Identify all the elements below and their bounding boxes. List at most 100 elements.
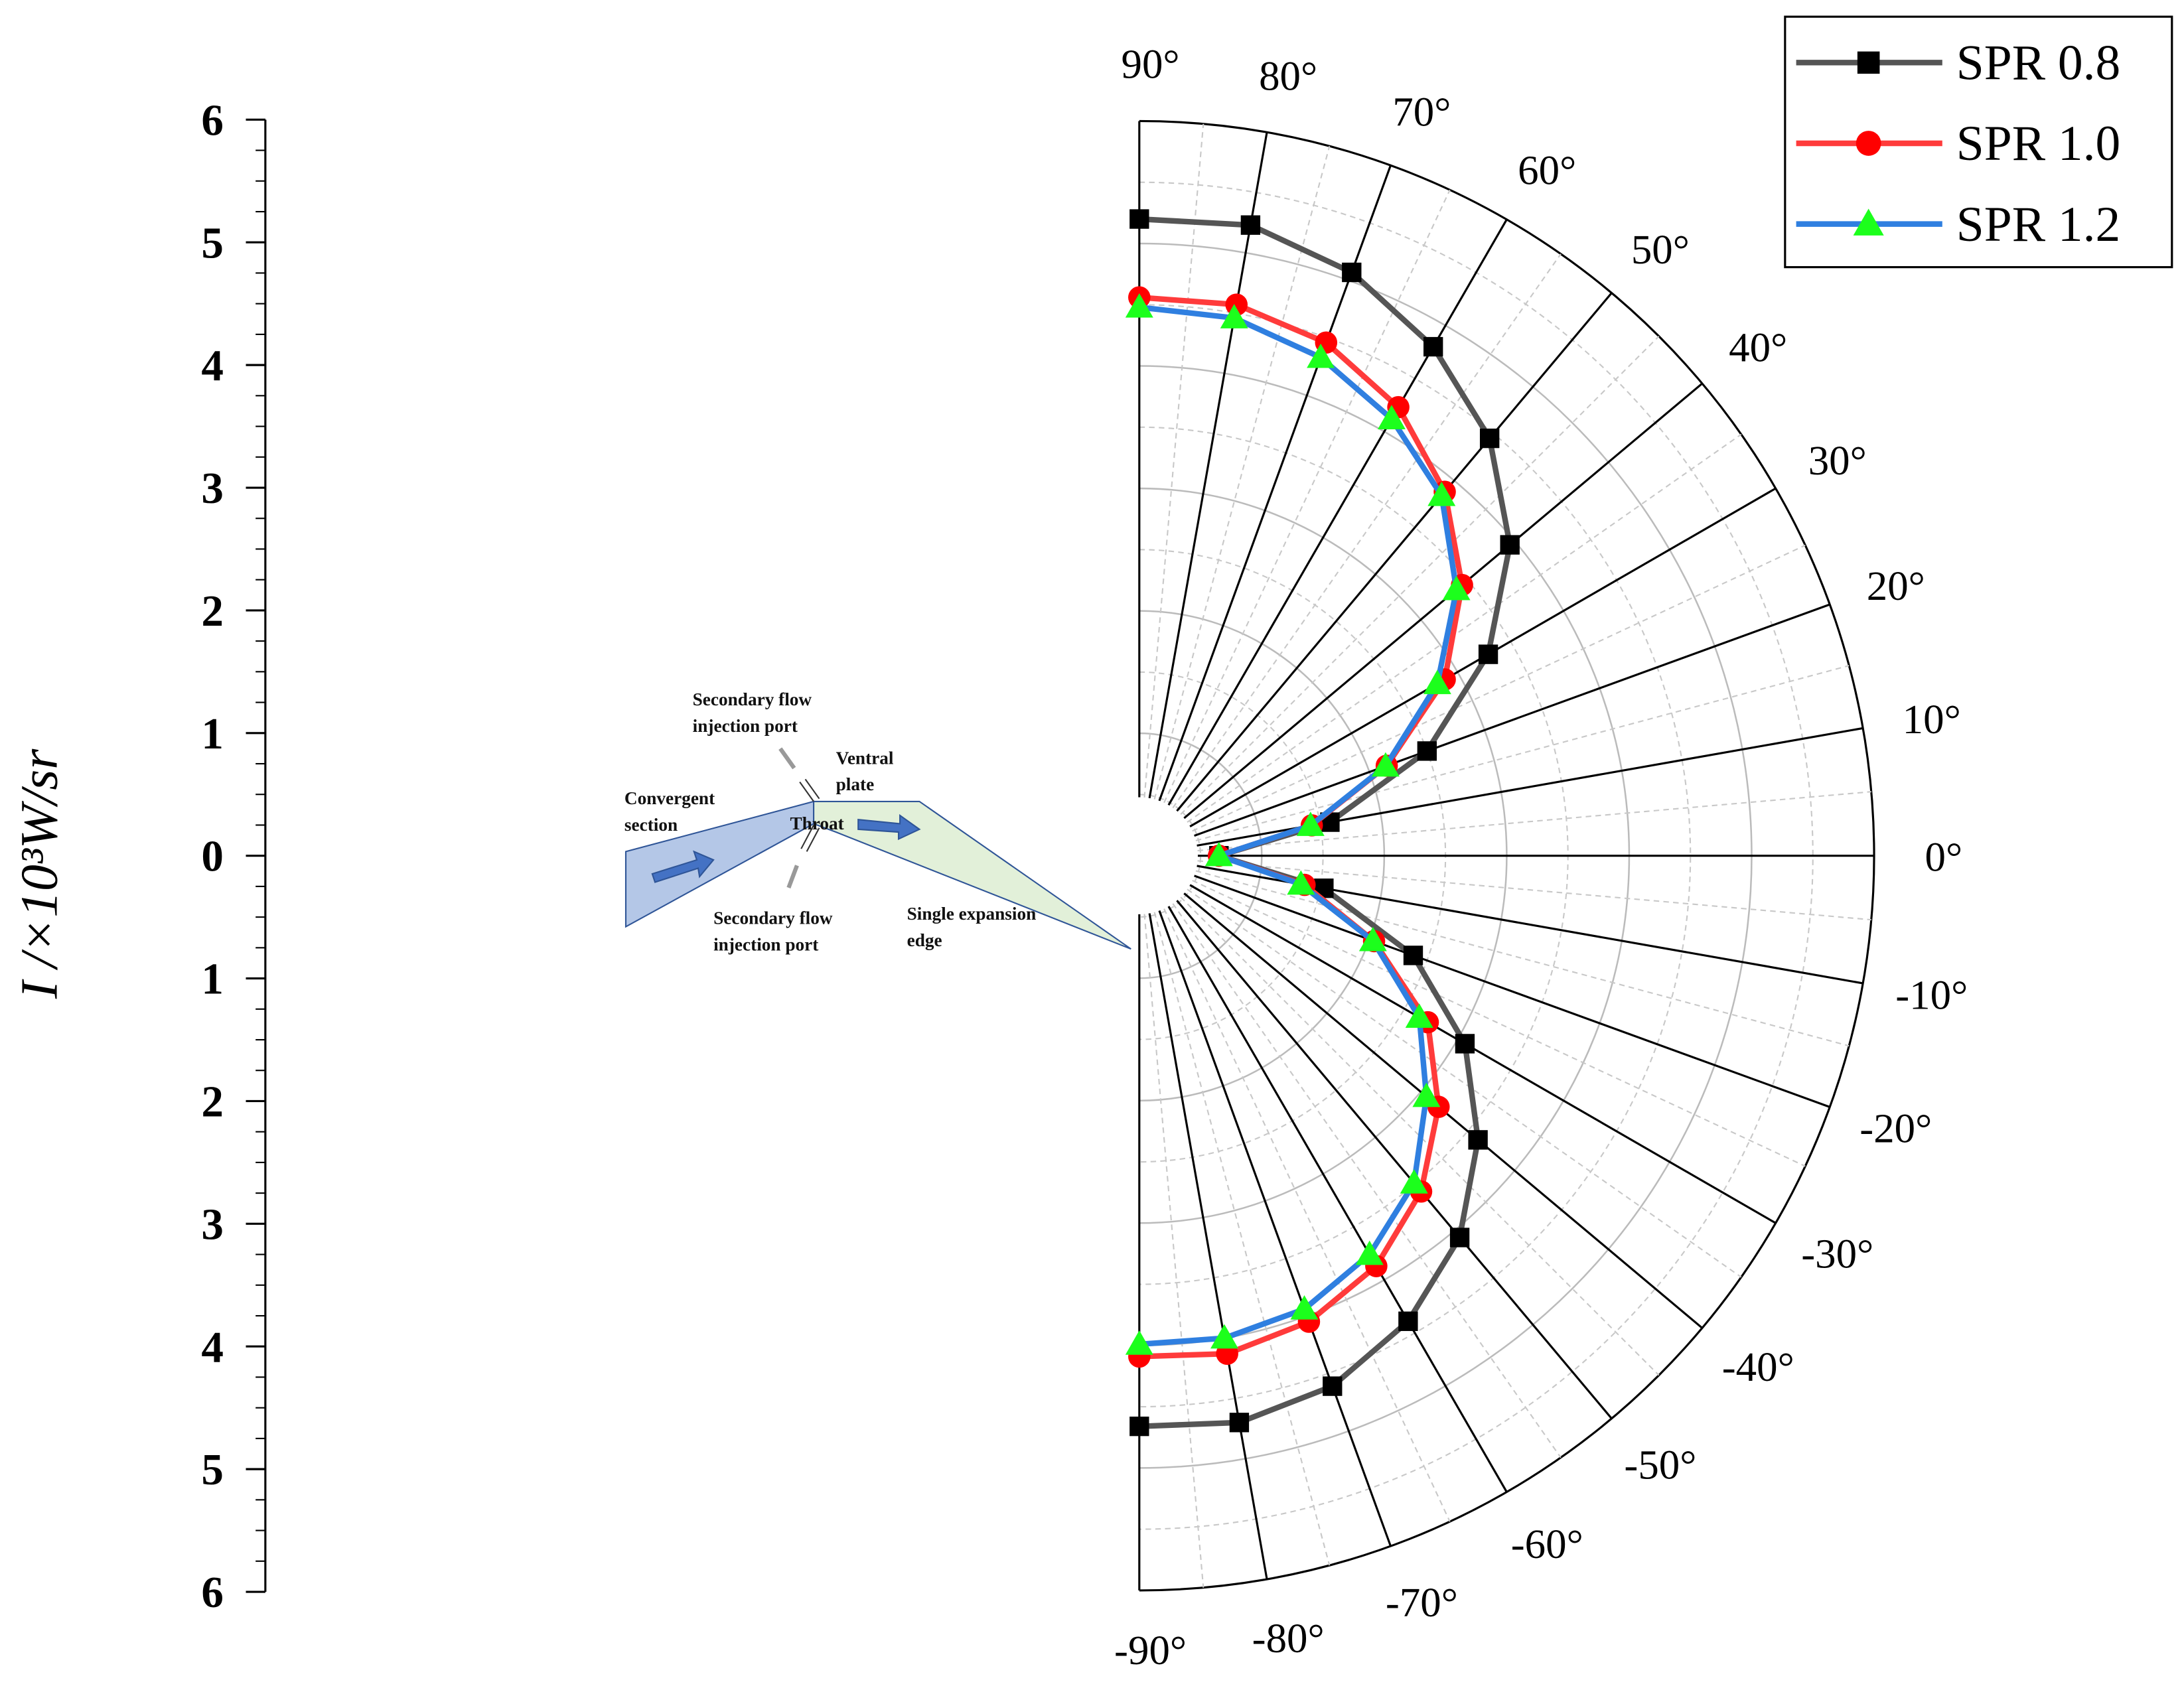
data-point xyxy=(1307,343,1335,368)
theta-tick-label: 0° xyxy=(1925,834,1963,881)
grid-minor-spoke xyxy=(1197,860,1871,921)
annotation: Throat xyxy=(790,812,844,834)
data-point xyxy=(1229,1413,1250,1433)
theta-tick-label: -40° xyxy=(1722,1344,1794,1390)
annotation-text: Convergent section xyxy=(624,787,715,835)
grid-spoke xyxy=(1167,218,1508,806)
y-tick-label: 6 xyxy=(201,1567,224,1617)
data-point xyxy=(1358,926,1387,952)
annotation: Secondary flow injection port xyxy=(692,689,812,737)
theta-tick-label: -50° xyxy=(1624,1441,1696,1488)
y-tick-label: 1 xyxy=(201,709,224,758)
data-point xyxy=(1427,481,1456,506)
data-point xyxy=(1240,215,1261,235)
grid-spoke xyxy=(1194,603,1830,837)
legend-marker xyxy=(1856,131,1881,156)
grid-spoke xyxy=(1194,875,1830,1108)
plot xyxy=(1125,209,1520,1437)
y-tick-label: 4 xyxy=(201,1322,224,1372)
y-axis-label: I /×10³W/sr xyxy=(10,748,68,999)
theta-tick-label: 20° xyxy=(1867,563,1925,609)
grid-minor-spoke xyxy=(1187,888,1742,1278)
theta-tick-label: 90° xyxy=(1122,40,1180,87)
legend-marker xyxy=(1853,208,1884,236)
data-point xyxy=(1403,946,1423,965)
theta-tick-label: -90° xyxy=(1114,1627,1187,1673)
legend: SPR 0.8 SPR 1.0 SPR 1.2 xyxy=(1784,15,2173,269)
y-tick-label: 2 xyxy=(201,586,224,636)
data-point xyxy=(1417,741,1437,761)
data-point xyxy=(1290,1295,1319,1320)
grid-minor-spoke xyxy=(1143,914,1204,1588)
grid-minor-spoke xyxy=(1172,253,1562,809)
grid-spoke xyxy=(1183,382,1704,819)
theta-tick-label: -20° xyxy=(1859,1105,1932,1152)
theta-tick-label: -70° xyxy=(1386,1579,1458,1626)
center-hole xyxy=(1080,797,1198,914)
port-line xyxy=(806,827,820,852)
data-point xyxy=(1125,293,1153,318)
data-point xyxy=(1449,1228,1470,1247)
y-tick-label: 2 xyxy=(201,1077,224,1127)
legend-label: SPR 1.2 xyxy=(1956,197,2121,252)
y-tick-label: 3 xyxy=(201,1199,224,1249)
data-point xyxy=(1220,304,1248,328)
grid-minor-circle xyxy=(1139,304,1692,1408)
data-point xyxy=(1478,644,1498,664)
theta-tick-label: -60° xyxy=(1511,1521,1583,1567)
grid-spoke xyxy=(1148,913,1268,1580)
theta-tick-label: -10° xyxy=(1895,971,1968,1018)
y-tick-label: 4 xyxy=(201,340,224,390)
data-point xyxy=(1287,870,1315,895)
data-point xyxy=(1342,262,1362,283)
data-point xyxy=(1296,811,1325,836)
theta-tick-label: 50° xyxy=(1631,226,1690,273)
injection-arrow xyxy=(786,865,799,889)
grid-minor-spoke xyxy=(1197,791,1871,852)
theta-tick-label: 60° xyxy=(1518,147,1576,194)
y-tick-label: 1 xyxy=(201,954,224,1004)
legend-label: SPR 1.0 xyxy=(1956,116,2121,171)
data-point xyxy=(1129,209,1149,229)
expansion-shape xyxy=(813,800,1131,950)
grid-minor-spoke xyxy=(1195,870,1850,1047)
data-point xyxy=(1355,1240,1384,1265)
annotation: Convergent section xyxy=(624,787,715,835)
data-point xyxy=(1398,1311,1418,1331)
annotation-text: Ventral plate xyxy=(836,747,894,795)
grid-minor-spoke xyxy=(1163,189,1451,804)
annotation-text: Secondary flow injection port xyxy=(692,689,812,737)
grid-spoke xyxy=(1148,131,1268,799)
port-line xyxy=(799,781,814,802)
data-point xyxy=(1129,1416,1149,1437)
grid-minor-spoke xyxy=(1153,912,1331,1566)
port-line xyxy=(800,825,815,849)
grid-minor-spoke xyxy=(1192,879,1806,1167)
annotation-text: Secondary flow injection port xyxy=(713,907,833,955)
data-point xyxy=(1371,752,1400,777)
grid-minor-spoke xyxy=(1192,544,1806,832)
grid-spoke xyxy=(1176,292,1613,812)
data-point xyxy=(1400,1169,1428,1194)
y-tick-label: 0 xyxy=(201,831,224,881)
legend-marker xyxy=(1857,51,1880,74)
theta-tick-label: -30° xyxy=(1801,1230,1873,1277)
data-point xyxy=(1442,575,1471,600)
annotation: Secondary flow injection port xyxy=(713,907,833,955)
data-point xyxy=(1479,428,1500,449)
data-point xyxy=(1455,1034,1475,1054)
annotation-text: Throat xyxy=(790,812,844,834)
data-point xyxy=(1377,405,1406,429)
y-tick-label: 3 xyxy=(201,463,224,513)
grid-minor-circle xyxy=(1139,671,1324,1040)
grid-spoke xyxy=(1176,900,1613,1419)
flow-arrow xyxy=(857,813,921,841)
flow-arrow xyxy=(651,850,715,883)
y-tick-label: 5 xyxy=(201,218,224,267)
annotation: Ventral plate xyxy=(836,747,894,795)
grid-minor-spoke xyxy=(1163,908,1451,1522)
grid-minor-circle xyxy=(1139,181,1814,1530)
theta-tick-label: 10° xyxy=(1903,696,1961,742)
